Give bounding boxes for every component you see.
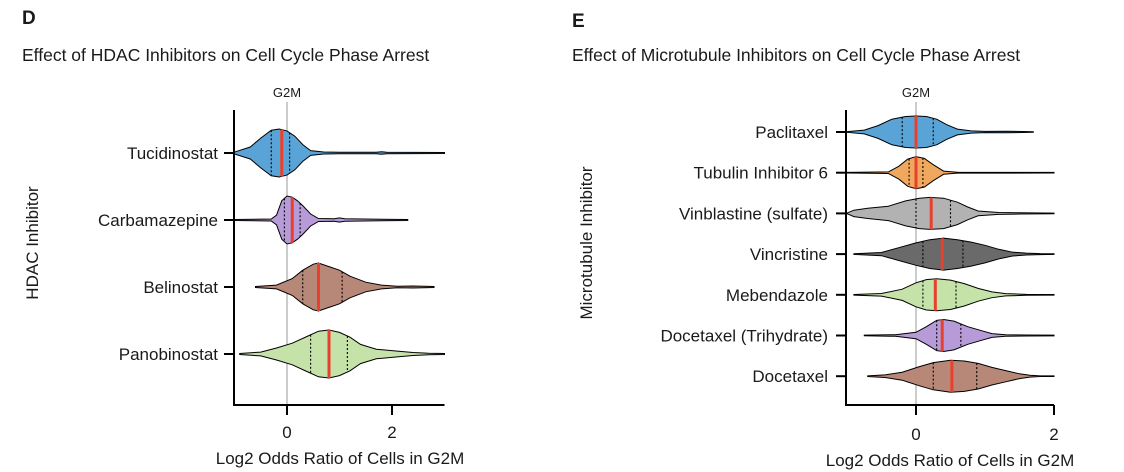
panel-e-category-label: Tubulin Inhibitor 6	[693, 164, 828, 183]
panel-d-violin-carbamazepine-body	[234, 195, 409, 245]
panel-d: D Effect of HDAC Inhibitors on Cell Cycl…	[22, 8, 464, 468]
panel-d-category-label: Carbamazepine	[98, 211, 218, 230]
panel-e-category-label: Vincristine	[750, 245, 828, 264]
panel-e-violin-docetaxel-trihydrate-body	[863, 318, 1055, 353]
panel-d-plot-area: 0 2 Tucidinostat Carbamazepine Belinostat Pan…	[98, 102, 445, 442]
panel-d-violin-tucidinostat-body	[234, 128, 445, 178]
panel-e-y-axis-title: Microtubule Inhibitor	[577, 166, 596, 319]
panel-e-x-axis-title: Log2 Odds Ratio of Cells in G2M	[826, 451, 1075, 470]
panel-e: E Effect of Microtubule Inhibitors on Ce…	[572, 11, 1074, 470]
panel-d-title: Effect of HDAC Inhibitors on Cell Cycle …	[22, 45, 429, 65]
panel-e-category-label: Docetaxel	[752, 367, 828, 386]
panel-d-category-label: Tucidinostat	[127, 144, 218, 163]
panel-e-plot-area: 0 2 Paclitaxel Tubulin Inhibitor 6 Vinblasti…	[660, 102, 1059, 444]
panel-e-violin-mebendazole-body	[853, 278, 1055, 312]
panel-e-title: Effect of Microtubule Inhibitors on Cell…	[572, 45, 1020, 65]
panel-d-x-tick-label: 0	[282, 423, 291, 442]
panel-e-violin-vincristine-body	[853, 237, 1055, 271]
panel-d-category-label: Panobinostat	[119, 345, 219, 364]
panel-e-x-tick-label: 0	[911, 425, 920, 444]
panel-e-category-label: Mebendazole	[726, 286, 828, 305]
panel-d-violin-belinostat-body	[255, 262, 435, 312]
panel-d-x-tick-label: 2	[387, 423, 396, 442]
panel-d-x-axis-title: Log2 Odds Ratio of Cells in G2M	[216, 449, 465, 468]
panel-d-reference-label: G2M	[273, 85, 301, 100]
panel-e-violin-docetaxel-body	[867, 359, 1055, 393]
panel-e-category-label: Docetaxel (Trihydrate)	[660, 327, 828, 346]
panel-e-violin-tubulin-inhibitor-6-body	[846, 156, 1055, 190]
panel-e-reference-label: G2M	[902, 85, 930, 100]
panel-letter-e: E	[572, 11, 585, 32]
panel-e-category-label: Vinblastine (sulfate)	[679, 204, 828, 223]
panel-d-violin-panobinostat-body	[239, 329, 445, 379]
panel-e-category-label: Paclitaxel	[755, 123, 828, 142]
panel-d-category-label: Belinostat	[143, 278, 218, 297]
panel-d-y-axis-title: HDAC Inhibitor	[23, 186, 42, 300]
panel-letter-d: D	[22, 8, 36, 29]
panel-e-x-tick-label: 2	[1049, 425, 1058, 444]
panel-e-violin-paclitaxel-body	[846, 115, 1034, 149]
